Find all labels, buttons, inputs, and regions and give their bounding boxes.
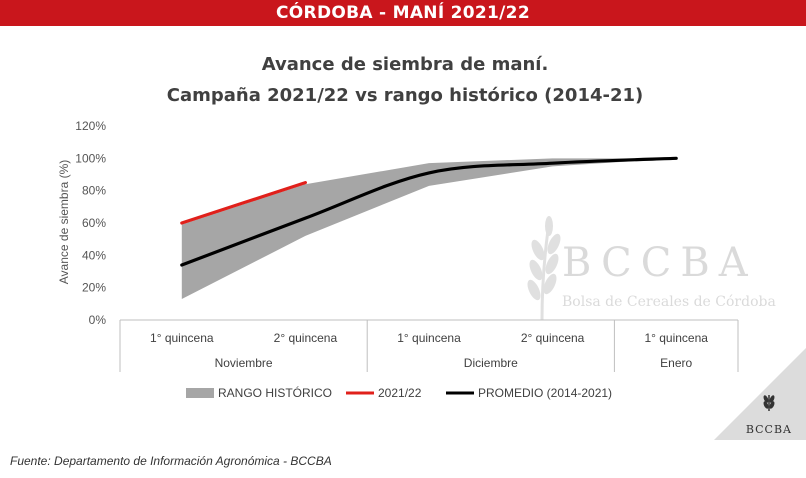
watermark: BCCBA Bolsa de Cereales de Córdoba [527, 216, 776, 321]
y-axis: 0% 20% 40% 60% 80% 100% 120% [75, 119, 106, 327]
legend-label: RANGO HISTÓRICO [218, 385, 332, 400]
current-season-line [180, 180, 307, 225]
legend: RANGO HISTÓRICO 2021/22 PROMEDIO (2014-202… [186, 385, 612, 400]
chart-title: Avance de siembra de maní. [261, 54, 549, 75]
x-group-label: Diciembre [464, 356, 518, 370]
x-tick-label: 2° quincena [274, 331, 338, 345]
x-tick-label: 2° quincena [521, 331, 585, 345]
watermark-logo: BCCBA [562, 240, 757, 286]
x-tick-label: 1° quincena [644, 331, 708, 345]
y-tick-label: 100% [75, 151, 106, 165]
x-axis: 1° quincena 2° quincena 1° quincena 2° quin… [119, 319, 739, 372]
legend-label: 2021/22 [378, 386, 422, 400]
y-tick-label: 0% [89, 313, 107, 327]
y-tick-label: 60% [82, 216, 106, 230]
corner-triangle [714, 348, 806, 440]
corner-logo: BCCBA [745, 423, 792, 436]
y-tick-label: 80% [82, 184, 106, 198]
y-axis-label: Avance de siembra (%) [57, 160, 71, 285]
y-tick-label: 40% [82, 248, 106, 262]
legend-label: PROMEDIO (2014-2021) [478, 386, 612, 400]
y-tick-label: 20% [82, 281, 106, 295]
average-line [180, 156, 678, 267]
wheat-icon [762, 393, 776, 416]
x-group-label: Noviembre [215, 356, 273, 370]
header-banner: CÓRDOBA - MANÍ 2021/22 [0, 0, 806, 26]
range-band [181, 158, 677, 299]
x-tick-label: 1° quincena [150, 331, 214, 345]
x-tick-label: 1° quincena [397, 331, 461, 345]
chart-subtitle: Campaña 2021/22 vs rango histórico (2014… [166, 85, 644, 106]
legend-swatch [186, 388, 214, 398]
source-note: Fuente: Departamento de Información Agro… [10, 454, 332, 468]
wheat-icon [527, 216, 561, 321]
x-group-label: Enero [660, 356, 692, 370]
y-tick-label: 120% [75, 119, 106, 133]
plot-area [180, 156, 678, 299]
watermark-subtitle: Bolsa de Cereales de Córdoba [562, 294, 776, 310]
